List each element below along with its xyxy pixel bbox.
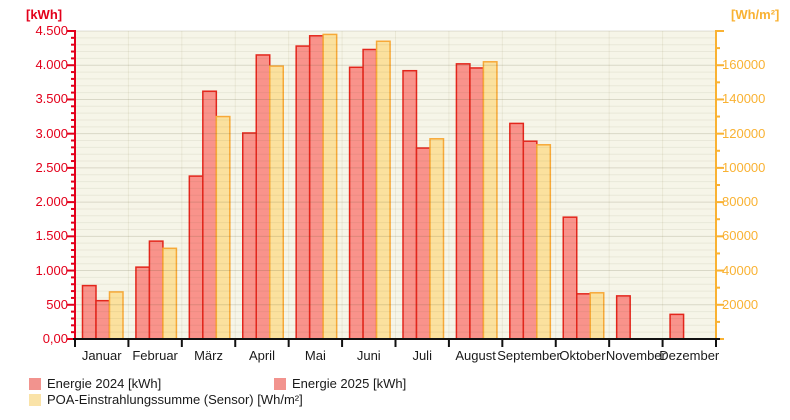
bar-energie-2024-oktober[interactable]	[562, 216, 578, 340]
left-axis-tick-label: 3.000	[35, 125, 68, 141]
bar-poa-einstrahlungssumme-september[interactable]	[536, 144, 552, 340]
x-axis-label-juni: Juni	[356, 348, 381, 363]
right-axis-tick-label: 140000	[722, 91, 766, 107]
left-axis-tick-label: 3.500	[35, 91, 68, 107]
left-axis-tick-label: 1.000	[35, 262, 68, 278]
x-axis-label-april: April	[248, 348, 275, 363]
right-axis-title: [Wh/m²]	[731, 7, 780, 22]
bar-energie-2025-april[interactable]	[255, 54, 271, 340]
right-axis-tick-label: 160000	[722, 57, 766, 73]
x-axis-label-märz: März	[194, 348, 223, 363]
legend-item-energie-2025[interactable]: Energie 2025 [kWh]	[274, 376, 406, 391]
bar-energie-2024-märz[interactable]	[188, 175, 204, 340]
legend-item-energie-2024[interactable]: Energie 2024 [kWh]	[29, 376, 161, 391]
x-axis-label-januar: Januar	[81, 348, 122, 363]
x-axis-label-juli: Juli	[412, 348, 432, 363]
right-axis-tick-label: 80000	[722, 194, 759, 210]
legend-swatch-energie-2025	[274, 377, 286, 390]
left-axis-title: [kWh]	[26, 7, 63, 22]
right-axis-tick-label: 120000	[722, 125, 766, 141]
bar-poa-einstrahlungssumme-mai[interactable]	[322, 33, 338, 340]
left-axis-tick-label: 2.500	[35, 159, 68, 175]
left-axis-tick-label: 0,00	[42, 331, 68, 346]
right-axis-tick-label: 100000	[722, 159, 766, 175]
legend-label-energie-2025: Energie 2025 [kWh]	[292, 376, 407, 391]
bar-poa-einstrahlungssumme-august[interactable]	[482, 61, 498, 340]
x-axis-label-mai: Mai	[304, 348, 326, 363]
bar-energie-2025-september[interactable]	[522, 140, 538, 340]
bar-energie-2024-september[interactable]	[509, 122, 525, 340]
bar-energie-2024-mai[interactable]	[295, 45, 311, 340]
x-axis-label-september: September	[497, 348, 561, 363]
x-axis-label-november: November	[605, 348, 666, 363]
left-axis-tick-label: 4.500	[35, 23, 68, 38]
bar-poa-einstrahlungssumme-märz[interactable]	[215, 115, 231, 340]
right-axis-tick-label: 40000	[722, 262, 759, 278]
bar-energie-2024-januar[interactable]	[81, 284, 97, 340]
bar-energie-2024-februar[interactable]	[135, 266, 151, 340]
bar-energie-2025-februar[interactable]	[148, 240, 164, 340]
left-axis-tick-label: 2.000	[35, 194, 68, 210]
bar-energie-2025-märz[interactable]	[202, 90, 218, 340]
left-axis-tick-label: 4.000	[35, 57, 68, 73]
legend-item-poa-einstrahlungssumme[interactable]: POA-Einstrahlungssumme (Sensor) [Wh/m²]	[29, 392, 303, 407]
x-axis-label-august: August	[455, 348, 496, 363]
right-axis-tick-label: 20000	[722, 296, 759, 312]
legend-label-energie-2024: Energie 2024 [kWh]	[47, 376, 162, 391]
left-axis-tick-label: 1.500	[35, 228, 68, 244]
bar-energie-2025-januar[interactable]	[95, 299, 111, 340]
x-axis-label-februar: Februar	[132, 348, 178, 363]
legend-swatch-poa	[29, 393, 41, 406]
bar-energie-2024-juli[interactable]	[402, 69, 418, 340]
legend-swatch-energie-2024	[29, 377, 41, 390]
legend-label-poa: POA-Einstrahlungssumme (Sensor) [Wh/m²]	[47, 392, 303, 407]
left-axis-tick-label: 500	[46, 296, 68, 312]
x-axis-label-dezember: Dezember	[659, 348, 720, 363]
bar-poa-einstrahlungssumme-juli[interactable]	[429, 138, 445, 340]
bar-energie-2025-mai[interactable]	[308, 35, 324, 340]
right-axis-tick-label: 60000	[722, 228, 759, 244]
chart-canvas	[67, 30, 724, 347]
x-axis-label-oktober: Oktober	[559, 348, 606, 363]
